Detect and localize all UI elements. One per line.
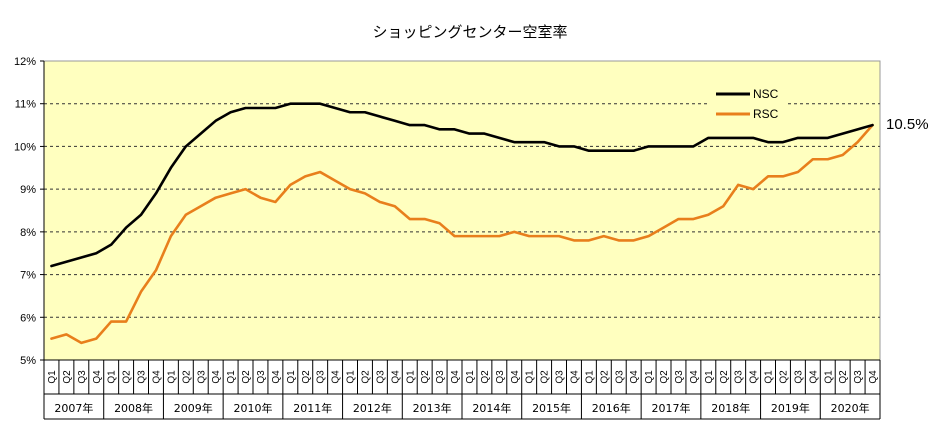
- y-tick-label: 8%: [20, 227, 36, 239]
- legend: NSC RSC: [710, 80, 786, 124]
- y-tick-label: 5%: [20, 355, 36, 367]
- y-tick-label: 12%: [14, 56, 36, 68]
- legend-rsc-label: RSC: [753, 107, 779, 121]
- quarter-tick-label: Q4: [689, 370, 700, 384]
- quarter-tick-label: Q1: [704, 370, 715, 384]
- quarter-tick-label: Q2: [540, 370, 551, 384]
- quarter-tick-label: Q1: [584, 370, 595, 384]
- quarter-tick-label: Q2: [778, 370, 789, 384]
- year-tick-label: 2017年: [652, 401, 691, 415]
- quarter-tick-label: Q1: [286, 370, 297, 384]
- series-line-nsc: [50, 102, 874, 268]
- year-tick-label: 2009年: [174, 401, 213, 415]
- quarter-tick-label: Q2: [181, 370, 192, 384]
- series-layer: [50, 102, 874, 345]
- quarter-tick-label: Q2: [62, 370, 73, 384]
- series-line-rsc: [50, 123, 874, 345]
- quarter-tick-label: Q4: [450, 370, 461, 384]
- quarter-tick-label: Q1: [764, 370, 775, 384]
- quarter-tick-label: Q4: [629, 370, 640, 384]
- year-tick-label: 2019年: [771, 401, 810, 415]
- quarter-tick-label: Q3: [316, 370, 327, 384]
- gridlines: [44, 103, 880, 318]
- quarter-tick-label: Q4: [211, 370, 222, 384]
- year-tick-label: 2016年: [592, 401, 631, 415]
- quarter-tick-label: Q1: [166, 370, 177, 384]
- quarter-tick-label: Q2: [360, 370, 371, 384]
- quarter-tick-label: Q2: [241, 370, 252, 384]
- quarter-tick-label: Q1: [405, 370, 416, 384]
- y-tick-label: 7%: [20, 270, 36, 282]
- y-tick-label: 6%: [20, 312, 36, 324]
- quarter-tick-label: Q4: [808, 370, 819, 384]
- year-tick-label: 2020年: [831, 401, 870, 415]
- quarter-tick-label: Q3: [435, 370, 446, 384]
- quarter-tick-label: Q4: [92, 370, 103, 384]
- quarter-tick-label: Q4: [569, 370, 580, 384]
- legend-nsc-label: NSC: [753, 87, 779, 101]
- year-tick-label: 2011年: [293, 401, 332, 415]
- quarter-tick-label: Q2: [659, 370, 670, 384]
- chart-title: ショッピングセンター空室率: [372, 23, 567, 41]
- quarter-tick-label: Q3: [196, 370, 207, 384]
- year-tick-label: 2008年: [114, 401, 153, 415]
- quarter-tick-label: Q2: [599, 370, 610, 384]
- quarter-tick-label: Q3: [495, 370, 506, 384]
- year-tick-label: 2015年: [532, 401, 571, 415]
- quarter-tick-label: Q1: [47, 370, 58, 384]
- quarter-tick-label: Q3: [674, 370, 685, 384]
- quarter-tick-label: Q4: [749, 370, 760, 384]
- quarter-tick-label: Q2: [719, 370, 730, 384]
- quarter-tick-label: Q2: [838, 370, 849, 384]
- quarter-tick-label: Q3: [793, 370, 804, 384]
- quarter-tick-label: Q2: [122, 370, 133, 384]
- quarter-tick-label: Q3: [614, 370, 625, 384]
- year-tick-label: 2010年: [234, 401, 273, 415]
- y-tick-label: 9%: [20, 184, 36, 196]
- quarter-tick-label: Q4: [271, 370, 282, 384]
- quarter-tick-label: Q1: [346, 370, 357, 384]
- quarter-tick-label: Q1: [465, 370, 476, 384]
- quarter-tick-label: Q4: [331, 370, 342, 384]
- quarter-tick-label: Q4: [390, 370, 401, 384]
- year-tick-label: 2013年: [413, 401, 452, 415]
- year-tick-label: 2018年: [711, 401, 750, 415]
- quarter-tick-label: Q1: [644, 370, 655, 384]
- quarter-tick-label: Q1: [107, 370, 118, 384]
- quarter-tick-label: Q1: [525, 370, 536, 384]
- quarter-tick-label: Q2: [420, 370, 431, 384]
- quarter-tick-label: Q3: [77, 370, 88, 384]
- quarter-tick-label: Q2: [301, 370, 312, 384]
- quarter-tick-label: Q3: [734, 370, 745, 384]
- end-value-annotation: 10.5%: [886, 116, 929, 133]
- year-tick-label: 2014年: [472, 401, 511, 415]
- quarter-tick-label: Q4: [151, 370, 162, 384]
- quarter-tick-label: Q3: [375, 370, 386, 384]
- y-tick-label: 10%: [14, 141, 36, 153]
- quarter-tick-label: Q3: [555, 370, 566, 384]
- quarter-tick-label: Q1: [823, 370, 834, 384]
- y-axis: 5% 6% 7% 8% 9% 10% 11% 12%: [14, 56, 45, 367]
- quarter-tick-label: Q3: [256, 370, 267, 384]
- quarter-tick-label: Q1: [226, 370, 237, 384]
- x-axis: Q1 Q2 Q3 Q4 Q1 Q2 Q3 Q4 Q1 Q2 Q3 Q4 Q1 Q2 Q3 Q4 Q1 Q2 Q3 Q4…: [43, 359, 881, 420]
- year-tick-label: 2012年: [353, 401, 392, 415]
- quarter-tick-label: Q3: [853, 370, 864, 384]
- year-tick-label: 2007年: [54, 401, 93, 415]
- quarter-tick-label: Q4: [868, 370, 879, 384]
- legend-box: [710, 80, 786, 124]
- quarter-tick-label: Q4: [510, 370, 521, 384]
- quarter-tick-label: Q2: [480, 370, 491, 384]
- quarter-tick-label: Q3: [137, 370, 148, 384]
- y-tick-label: 11%: [15, 99, 36, 111]
